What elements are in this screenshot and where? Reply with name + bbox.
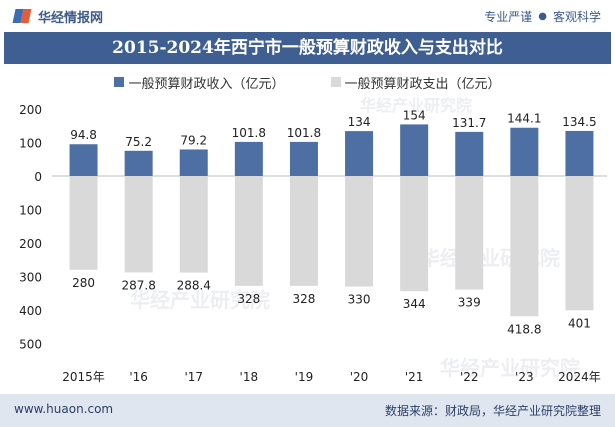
income-data-label: 134: [348, 115, 371, 129]
tagline-left: 专业严谨: [484, 10, 533, 24]
expense-data-label: 280: [72, 276, 95, 290]
expense-bar: [179, 176, 208, 273]
y-tick-label: 400: [19, 304, 42, 318]
y-tick-label: 300: [19, 271, 42, 285]
expense-data-label: 344: [403, 297, 426, 311]
x-tick-label: '18: [240, 370, 259, 384]
income-bar: [234, 141, 263, 176]
expense-bar: [565, 176, 594, 311]
y-tick-label: 100: [19, 137, 42, 151]
y-tick-label: 500: [19, 338, 42, 352]
expense-data-label: 401: [568, 316, 591, 330]
x-tick-label: 2015年: [62, 370, 105, 384]
income-bar: [400, 124, 429, 176]
legend-label-income: 一般预算财政收入（亿元）: [128, 76, 285, 92]
y-tick-label: 100: [19, 204, 42, 218]
income-data-label: 131.7: [452, 116, 486, 130]
x-tick-label: '23: [515, 370, 534, 384]
income-data-label: 79.2: [180, 133, 207, 147]
income-bar: [179, 149, 208, 176]
expense-bar: [234, 176, 263, 286]
legend-swatch-expense: [330, 77, 341, 87]
top-bar: 华经情报网 专业严谨 ● 客观科学: [0, 0, 615, 32]
legend-item-expense: 一般预算财政支出（亿元）: [330, 72, 501, 92]
income-bar: [510, 127, 539, 176]
title-bar: 2015-2024年西宁市一般预算财政收入与支出对比: [4, 32, 611, 64]
expense-bar: [124, 176, 153, 273]
x-tick-label: '17: [184, 370, 203, 384]
income-data-label: 94.8: [70, 128, 97, 142]
expense-bar: [400, 176, 429, 292]
brand-name: 华经情报网: [38, 10, 104, 26]
footer-source: 数据来源：财政局，华经产业研究院整理: [384, 404, 601, 418]
bar-chart: 200 100 0 100 200 300 400 500 94.8 280 2015年 75.2 28…: [19, 103, 607, 384]
tagline: 专业严谨 ● 客观科学: [484, 8, 601, 25]
income-bar: [289, 141, 318, 176]
footer-url[interactable]: www.huaon.com: [14, 402, 114, 416]
y-tick-label: 0: [34, 170, 42, 184]
expense-data-label: 328: [237, 292, 260, 306]
expense-data-label: 287.8: [121, 278, 155, 292]
income-bar: [69, 144, 98, 176]
x-tick-label: '16: [129, 370, 148, 384]
chart-legend: 一般预算财政收入（亿元） 一般预算财政支出（亿元）: [0, 72, 615, 92]
income-data-label: 154: [403, 108, 426, 122]
expense-bar: [345, 176, 374, 287]
income-data-label: 101.8: [232, 126, 266, 140]
income-data-label: 101.8: [287, 126, 321, 140]
expense-bar: [69, 176, 98, 270]
legend-label-expense: 一般预算财政支出（亿元）: [344, 76, 501, 92]
footer: www.huaon.com 数据来源：财政局，华经产业研究院整理: [0, 394, 615, 427]
logo-icon: [12, 7, 32, 25]
x-tick-label: '22: [460, 370, 479, 384]
tagline-right: 客观科学: [552, 10, 601, 24]
legend-item-income: 一般预算财政收入（亿元）: [114, 72, 285, 92]
income-bar: [455, 131, 484, 176]
income-bar: [345, 131, 374, 176]
expense-data-label: 328: [292, 292, 315, 306]
income-bar: [124, 150, 153, 176]
y-tick-label: 200: [19, 103, 42, 117]
brand: 华经情报网: [12, 6, 104, 26]
x-tick-label: 2024年: [558, 370, 601, 384]
y-tick-label: 200: [19, 237, 42, 251]
bullet-icon: ●: [538, 11, 547, 22]
income-data-label: 134.5: [562, 115, 596, 129]
expense-bar: [289, 176, 318, 286]
chart-title: 2015-2024年西宁市一般预算财政收入与支出对比: [112, 38, 503, 58]
expense-data-label: 339: [458, 296, 481, 310]
expense-bar: [455, 176, 484, 290]
expense-data-label: 418.8: [507, 322, 541, 336]
expense-data-label: 330: [348, 293, 371, 307]
expense-bar: [510, 176, 539, 317]
income-data-label: 75.2: [125, 135, 152, 149]
legend-swatch-income: [114, 77, 125, 87]
x-tick-label: '21: [405, 370, 424, 384]
x-tick-label: '20: [350, 370, 369, 384]
expense-data-label: 288.4: [177, 279, 211, 293]
income-data-label: 144.1: [507, 112, 541, 126]
x-tick-label: '19: [295, 370, 314, 384]
income-bar: [565, 130, 594, 176]
